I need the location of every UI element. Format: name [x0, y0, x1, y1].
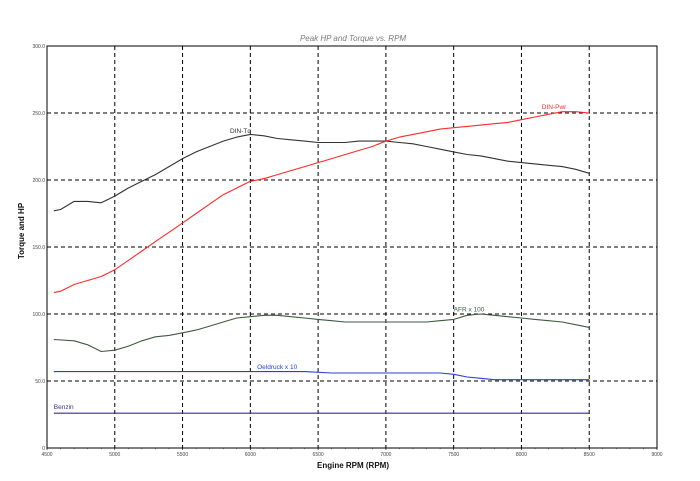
x-tick-label: 6000	[245, 452, 256, 458]
series-label-oeldruck-x-10: Oeldruck x 10	[257, 364, 297, 371]
y-tick-label: 300.0	[32, 44, 45, 50]
tick-labels: 4500 5000 5500 6000 6500 7000 7500 8000 8500 9000…	[32, 44, 662, 458]
series-label-afr-x-100: AFR x 100	[454, 306, 485, 313]
series-line-afr-x-100	[53, 313, 590, 353]
series-label-benzin: Benzin	[54, 404, 74, 411]
series-line-din-pwr	[53, 111, 590, 294]
series-line-din-tq	[53, 133, 590, 212]
series-labels: DIN-Tq DIN-Pwr AFR x 100 Oeldruck x 10 Benzi…	[54, 104, 567, 411]
x-tick-label: 6500	[313, 452, 324, 458]
y-tick-label: 0	[42, 446, 45, 452]
y-axis-title: Torque and HP	[17, 202, 26, 259]
series-label-din-pwr: DIN-Pwr	[542, 104, 567, 111]
x-tick-label: 7000	[380, 452, 391, 458]
plot-frame	[46, 45, 658, 449]
x-tick-label: 8000	[516, 452, 527, 458]
gridlines	[46, 45, 658, 449]
y-tick-label: 150.0	[32, 245, 45, 251]
series-label-din-tq: DIN-Tq	[230, 128, 251, 135]
x-tick-label: 4500	[41, 452, 52, 458]
series-lines	[53, 111, 590, 414]
y-tick-label: 250.0	[32, 111, 45, 117]
series-line-oeldruck-x-10	[53, 371, 590, 381]
x-tick-label: 5000	[109, 452, 120, 458]
x-axis-title: Engine RPM (RPM)	[317, 461, 389, 470]
x-tick-label: 5500	[177, 452, 188, 458]
y-tick-label: 50.0	[35, 379, 45, 385]
y-tick-label: 200.0	[32, 178, 45, 184]
x-tick-label: 8500	[584, 452, 595, 458]
chart-title: Peak HP and Torque vs. RPM	[300, 34, 406, 43]
x-tick-label: 9000	[651, 452, 662, 458]
x-tick-label: 7500	[448, 452, 459, 458]
y-tick-label: 100.0	[32, 312, 45, 318]
